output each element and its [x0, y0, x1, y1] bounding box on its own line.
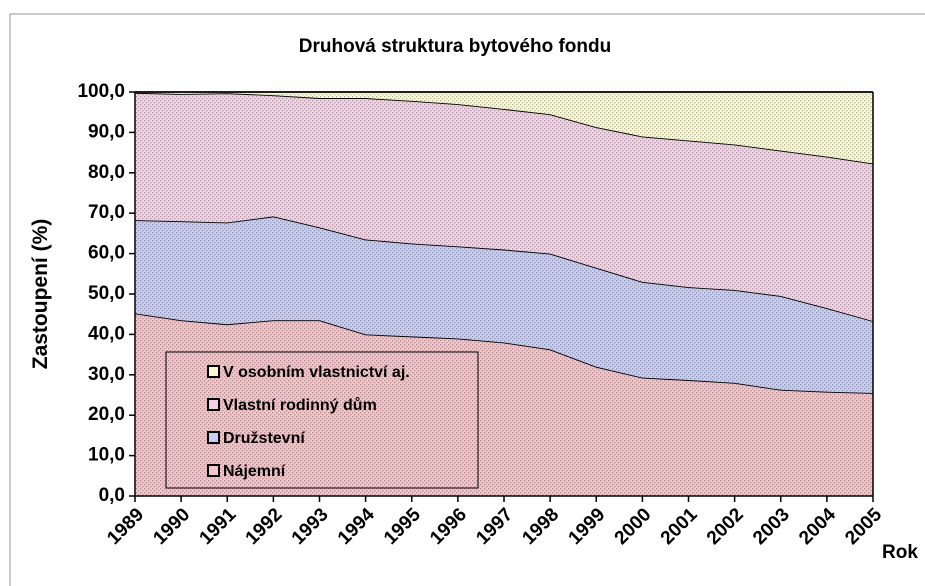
x-tick-label: 1994 [334, 504, 379, 549]
area-pattern [135, 216, 873, 393]
legend-swatch [207, 365, 220, 378]
x-tick-label: 1996 [426, 504, 471, 549]
x-tick-label: 1989 [103, 504, 148, 549]
frame [9, 13, 925, 586]
y-tick-label: 100,0 [77, 81, 125, 102]
area-pattern [135, 313, 873, 496]
y-tick-label: 0,0 [99, 485, 125, 506]
area-pattern [135, 92, 873, 322]
legend-label: Vlastní rodinný dům [223, 397, 377, 414]
x-tick-label: 2003 [749, 504, 794, 549]
area-pattern [135, 92, 873, 164]
legend-box [165, 351, 479, 489]
x-tick-label: 1992 [242, 504, 287, 549]
x-tick-label: 1991 [196, 504, 241, 549]
x-tick-label: 1999 [565, 504, 610, 549]
x-tick-label: 2004 [795, 504, 840, 549]
x-tick-label: 2001 [657, 504, 702, 549]
x-tick-label: 1997 [472, 504, 517, 549]
y-tick-label: 90,0 [88, 121, 125, 142]
y-tick-label: 40,0 [88, 323, 125, 344]
x-tick-label: 2005 [841, 504, 886, 549]
chart-title: Druhová struktura bytového fondu [299, 36, 611, 57]
y-axis-label: Zastoupení (%) [29, 219, 52, 370]
y-tick-label: 60,0 [88, 243, 125, 264]
y-tick-label: 80,0 [88, 162, 125, 183]
legend-swatch [207, 464, 220, 477]
x-axis-label: Rok [882, 542, 918, 563]
y-tick-label: 50,0 [88, 283, 125, 304]
legend-swatch [207, 398, 220, 411]
y-tick-label: 70,0 [88, 202, 125, 223]
y-tick-label: 10,0 [88, 445, 125, 466]
y-tick-label: 30,0 [88, 364, 125, 385]
x-tick-label: 1990 [149, 504, 194, 549]
y-tick-label: 20,0 [88, 404, 125, 425]
x-tick-label: 2002 [703, 504, 748, 549]
x-tick-label: 2000 [611, 504, 656, 549]
x-tick-label: 1995 [380, 504, 425, 549]
legend-label: V osobním vlastnictví aj. [223, 364, 410, 381]
x-tick-label: 1998 [518, 504, 563, 549]
legend-label: Družstevní [223, 430, 305, 447]
legend-label: Nájemní [223, 463, 286, 480]
legend-swatch [207, 431, 220, 444]
x-tick-label: 1993 [288, 504, 333, 549]
